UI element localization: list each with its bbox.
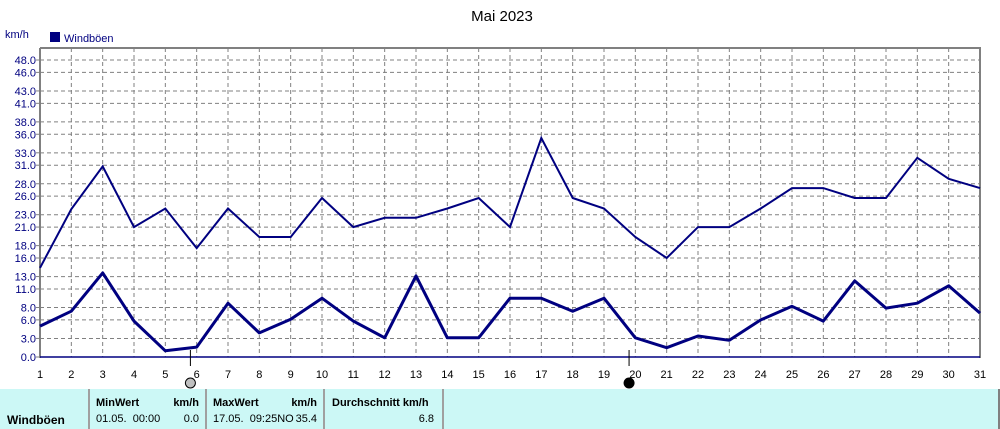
avg-header: Durchschnitt km/h xyxy=(332,397,429,409)
y-tick-label: 18.0 xyxy=(15,241,36,253)
x-tick-label: 22 xyxy=(692,369,704,381)
y-axis-unit: km/h xyxy=(5,29,29,41)
min-header: MinWert xyxy=(96,397,140,409)
series-mean-gusts xyxy=(39,271,981,353)
y-tick-label: 0.0 xyxy=(21,352,36,364)
x-tick-label: 27 xyxy=(849,369,861,381)
x-tick-label: 20 xyxy=(629,369,641,381)
x-tick-label: 21 xyxy=(661,369,673,381)
max-column: MaxWert km/h 17.05. 09:25NO 35.4 xyxy=(205,389,323,429)
y-tick-label: 43.0 xyxy=(15,86,36,98)
x-tick-label: 23 xyxy=(723,369,735,381)
avg-column: Durchschnitt km/h 6.8 xyxy=(323,389,444,429)
x-tick-label: 24 xyxy=(755,369,767,381)
x-tick-label: 5 xyxy=(162,369,168,381)
min-unit: km/h xyxy=(173,397,199,409)
x-tick-label: 14 xyxy=(441,369,453,381)
y-tick-label: 21.0 xyxy=(15,222,36,234)
y-tick-label: 23.0 xyxy=(15,210,36,222)
max-value: 35.4 xyxy=(295,413,317,425)
y-tick-label: 41.0 xyxy=(15,98,36,110)
new-moon-icon xyxy=(623,377,635,389)
max-unit: km/h xyxy=(291,397,317,409)
x-tick-label: 3 xyxy=(100,369,106,381)
x-axis-ticks: 1 2 3 4 5 6 7 8 9 10 11 12 13 14 15 16 17 18 19 20 21 22 23 24 2… xyxy=(37,369,986,381)
y-tick-label: 8.0 xyxy=(21,303,36,315)
x-tick-label: 16 xyxy=(504,369,516,381)
y-tick-label: 6.0 xyxy=(21,315,36,327)
x-tick-label: 12 xyxy=(379,369,391,381)
x-tick-label: 28 xyxy=(880,369,892,381)
grid-lines xyxy=(40,48,980,357)
x-tick-label: 30 xyxy=(943,369,955,381)
y-tick-label: 38.0 xyxy=(15,117,36,129)
chart-title: Mai 2023 xyxy=(471,8,533,25)
x-tick-label: 4 xyxy=(131,369,137,381)
x-tick-label: 15 xyxy=(473,369,485,381)
y-tick-label: 46.0 xyxy=(15,67,36,79)
y-tick-label: 33.0 xyxy=(15,148,36,160)
y-axis-ticks: 0.0 3.0 6.08.0 11.013.0 16.018.0 21.023.0 26.0… xyxy=(15,55,40,364)
x-tick-label: 19 xyxy=(598,369,610,381)
y-tick-label: 31.0 xyxy=(15,160,36,172)
max-header: MaxWert xyxy=(213,397,259,409)
avg-value: 6.8 xyxy=(418,413,434,425)
y-tick-label: 11.0 xyxy=(15,284,36,296)
full-moon-icon xyxy=(184,377,196,389)
x-tick-label: 26 xyxy=(817,369,829,381)
x-tick-label: 31 xyxy=(974,369,986,381)
x-tick-label: 25 xyxy=(786,369,798,381)
series-max-gusts xyxy=(39,135,981,269)
x-tick-label: 10 xyxy=(316,369,328,381)
x-tick-label: 17 xyxy=(535,369,547,381)
x-tick-label: 29 xyxy=(911,369,923,381)
min-column: MinWert km/h 01.05. 00:00 0.0 xyxy=(88,389,205,429)
legend-swatch-icon xyxy=(50,32,60,42)
x-tick-label: 18 xyxy=(567,369,579,381)
legend-label: Windböen xyxy=(64,33,114,45)
x-tick-label: 11 xyxy=(348,369,359,381)
y-tick-label: 26.0 xyxy=(15,191,36,203)
stats-table: Windböen MinWert km/h 01.05. 00:00 0.0 M… xyxy=(0,389,1000,429)
y-tick-label: 48.0 xyxy=(15,55,36,67)
x-tick-label: 2 xyxy=(68,369,74,381)
min-value: 0.0 xyxy=(183,413,199,425)
x-tick-label: 13 xyxy=(410,369,422,381)
y-tick-label: 13.0 xyxy=(15,272,36,284)
min-datetime: 01.05. 00:00 xyxy=(96,413,161,425)
y-tick-label: 3.0 xyxy=(21,333,36,345)
x-tick-label: 9 xyxy=(288,369,294,381)
y-tick-label: 28.0 xyxy=(15,179,36,191)
moon-phase-markers xyxy=(184,350,635,389)
x-tick-label: 1 xyxy=(37,369,43,381)
y-tick-label: 36.0 xyxy=(15,129,36,141)
wind-gust-chart: Mai 2023 km/h Windböen 0.03.06.08.011.01… xyxy=(5,8,986,389)
y-tick-label: 16.0 xyxy=(15,253,36,265)
x-tick-label: 8 xyxy=(256,369,262,381)
x-tick-label: 6 xyxy=(194,369,200,381)
stats-row-label: Windböen xyxy=(7,413,65,427)
max-datetime: 17.05. 09:25NO xyxy=(213,413,294,425)
x-tick-label: 7 xyxy=(225,369,231,381)
